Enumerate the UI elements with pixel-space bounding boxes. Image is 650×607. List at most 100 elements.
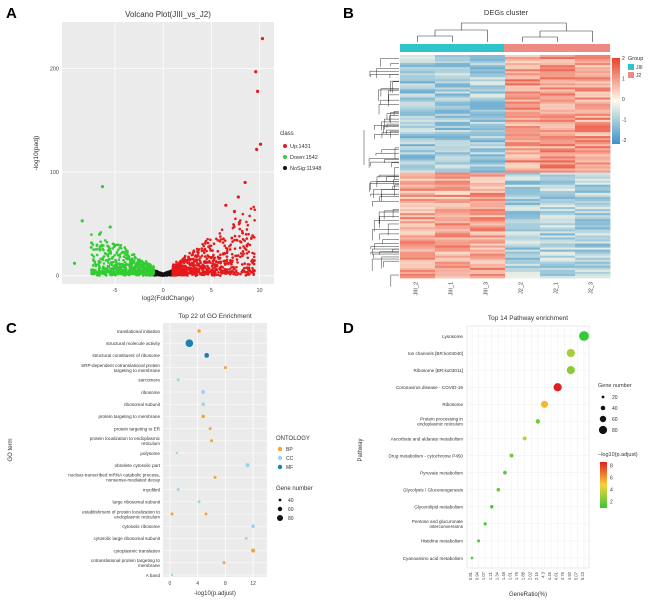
volcano-up-point <box>211 261 215 265</box>
heatmap-cell <box>435 235 471 238</box>
heatmap-cell <box>575 85 611 88</box>
volcano-up-point <box>214 272 217 276</box>
heatmap-cell <box>435 111 471 115</box>
panel-b-letter: B <box>343 5 354 22</box>
heatmap-sample-label: J2_2 <box>519 282 525 294</box>
heatmap-cell <box>435 275 471 279</box>
volcano-up-point <box>250 259 253 263</box>
go-x-tick: 8 <box>224 581 227 587</box>
volcano-down-point <box>146 266 149 270</box>
heatmap-cell <box>575 166 611 169</box>
heatmap-cell <box>575 265 611 269</box>
volcano-up-point <box>241 231 244 235</box>
heatmap-cell <box>540 144 576 147</box>
heatmap-cell <box>505 190 541 194</box>
volcano-up-point <box>206 254 209 257</box>
heatmap-cell <box>540 178 576 182</box>
heatmap-cell <box>435 69 471 72</box>
volcano-up-point <box>252 205 256 209</box>
heatmap-cell <box>400 223 436 226</box>
heatmap-cell <box>470 160 506 163</box>
volcano-down-point <box>127 271 130 274</box>
pathway-label: Ion channels [BR:ko04040] <box>408 351 463 356</box>
heatmap-cell <box>400 221 436 224</box>
heatmap-cell <box>400 134 436 137</box>
volcano-down-point <box>112 269 115 273</box>
heatmap-cell <box>435 265 471 269</box>
heatmap-cell <box>435 148 471 151</box>
volcano-up-point <box>223 261 227 265</box>
heatmap-cell <box>575 57 611 60</box>
volcano-up-point <box>216 273 220 277</box>
volcano-up-point <box>199 266 203 270</box>
heatmap-cell <box>470 217 506 220</box>
volcano-down-point <box>141 261 144 264</box>
heatmap-cell <box>470 207 506 210</box>
heatmap-cell <box>575 152 611 155</box>
volcano-outlier-point <box>254 70 258 74</box>
heatmap-cell <box>400 202 436 206</box>
heatmap-cell <box>470 267 506 271</box>
volcano-x-tick: -5 <box>113 288 118 294</box>
heatmap-cell <box>435 255 471 259</box>
go-point <box>201 389 206 395</box>
volcano-up-point <box>200 249 204 253</box>
volcano-legend-title: class <box>280 131 294 137</box>
pathway-x-label: GeneRatio(%) <box>509 592 547 598</box>
heatmap-cell <box>575 176 611 180</box>
volcano-up-point <box>246 256 250 260</box>
volcano-up-point <box>182 272 186 276</box>
go-term-label: A band <box>146 573 161 578</box>
heatmap-cell <box>400 233 436 236</box>
heatmap-cell <box>505 225 541 228</box>
heatmap-cell <box>400 182 436 186</box>
heatmap-cell <box>435 243 471 246</box>
heatmap-cell <box>435 192 471 196</box>
go-term-label: cytoplasmic translation <box>114 548 161 553</box>
heatmap-cell <box>505 205 541 208</box>
volcano-up-point <box>220 270 224 274</box>
volcano-down-point <box>116 266 120 270</box>
heatmap-cell <box>435 207 471 210</box>
volcano-down-point <box>110 260 114 264</box>
pathway-point <box>566 366 575 375</box>
go-ontology-swatch <box>277 455 283 461</box>
heatmap-cell <box>575 150 611 153</box>
volcano-outlier-point <box>232 209 237 214</box>
volcano-legend-label: Up:1431 <box>290 144 311 150</box>
volcano-up-point <box>228 248 232 251</box>
heatmap-cell <box>435 113 471 117</box>
heatmap-cell <box>575 67 611 70</box>
volcano-up-point <box>218 257 221 260</box>
heatmap-cell <box>575 97 611 100</box>
heatmap-cell <box>470 130 506 133</box>
volcano-up-point <box>214 237 218 241</box>
heatmap-cell <box>400 176 436 180</box>
pathway-label: Ascorbate and aldarate metabolism <box>391 436 463 441</box>
volcano-y-tick: 100 <box>50 170 59 176</box>
volcano-down-point <box>93 260 97 263</box>
heatmap-cell <box>400 89 436 92</box>
pathway-labels: Lysosome Ion channels [BR:ko04040] Ribosom… <box>388 334 463 561</box>
go-term-label: sarcomere <box>138 378 160 383</box>
heatmap-cell <box>470 219 506 222</box>
volcano-up-point <box>210 273 214 276</box>
pathway-x-tick: 1.48 <box>501 571 506 580</box>
volcano-up-point <box>209 238 212 242</box>
heatmap-cell <box>435 227 471 230</box>
pathway-size-swatch <box>600 405 606 411</box>
heatmap-cell <box>575 168 611 171</box>
pathway-point <box>477 539 481 543</box>
heatmap-cell <box>470 245 506 248</box>
heatmap-cell <box>470 205 506 208</box>
go-term-label: protein localization to endoplasmic retic… <box>90 436 161 446</box>
heatmap-cell <box>400 188 436 192</box>
pathway-point <box>553 383 562 392</box>
heatmap-cell <box>575 69 611 72</box>
heatmap-cell <box>540 213 576 216</box>
heatmap-cell <box>435 83 471 86</box>
heatmap-cell <box>540 168 576 171</box>
heatmap-cell <box>470 65 506 68</box>
pathway-gridlines <box>467 326 589 568</box>
